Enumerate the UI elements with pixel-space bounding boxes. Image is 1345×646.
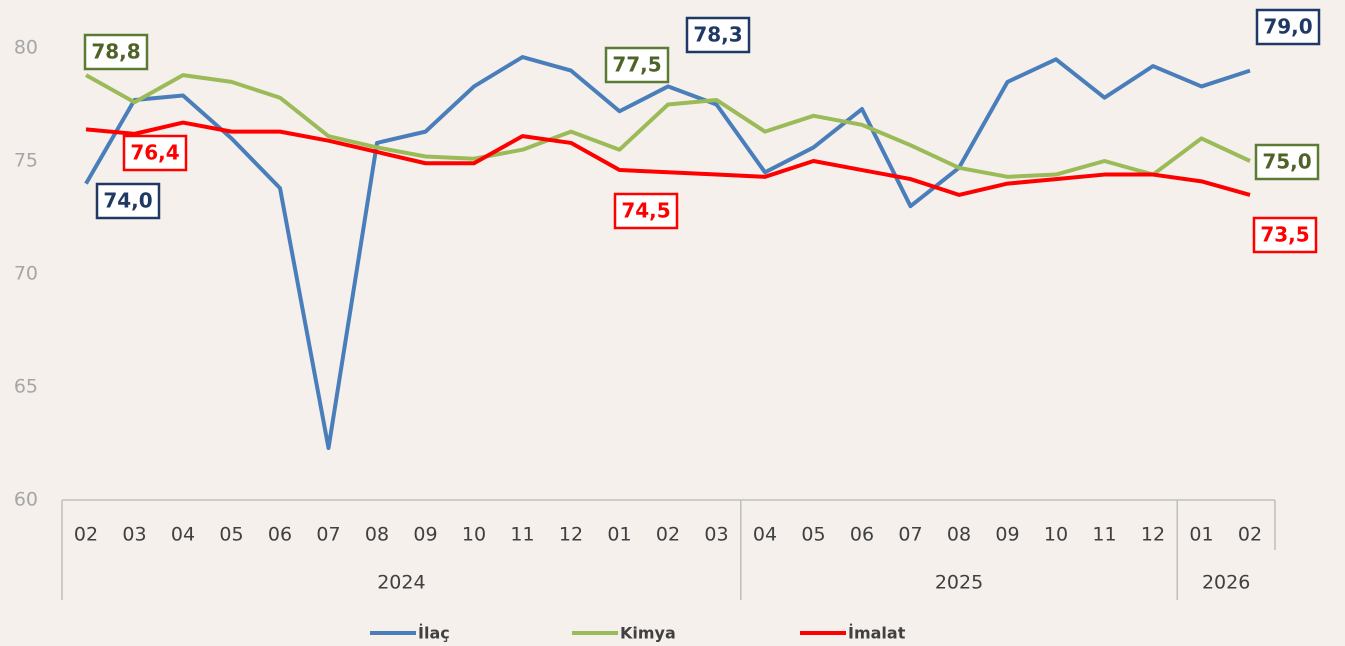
- x-tick-label: 04: [753, 524, 777, 546]
- data-label: 78,3: [693, 23, 742, 47]
- x-tick-label: 03: [122, 524, 146, 546]
- data-label: 73,5: [1260, 223, 1309, 247]
- x-tick-label: 03: [704, 524, 728, 546]
- data-label: 76,4: [130, 141, 179, 165]
- x-tick-label: 12: [1141, 524, 1165, 546]
- x-tick-label: 09: [413, 524, 437, 546]
- x-tick-label: 08: [947, 524, 971, 546]
- x-tick-label: 07: [898, 524, 922, 546]
- group-label: 2026: [1202, 572, 1250, 594]
- data-label-box: [1252, 216, 1318, 254]
- legend-label: İmalat: [848, 624, 906, 643]
- data-label-box: [122, 134, 188, 172]
- x-tick-label: 06: [268, 524, 292, 546]
- y-tick-label: 60: [14, 489, 38, 511]
- data-label-box: [83, 33, 149, 71]
- data-label: 77,5: [612, 53, 661, 77]
- series-line: [84, 55, 1251, 451]
- legend-label: Kimya: [620, 624, 676, 643]
- series-line: [85, 73, 1251, 179]
- data-label: 75,0: [1262, 150, 1311, 174]
- y-tick-label: 65: [14, 376, 38, 398]
- data-label-box: [95, 182, 161, 220]
- series-line: [85, 120, 1251, 197]
- x-tick-label: 10: [1044, 524, 1068, 546]
- group-label: 2024: [377, 572, 425, 594]
- data-label: 78,8: [91, 40, 140, 64]
- data-label: 74,0: [103, 189, 152, 213]
- x-tick-label: 05: [219, 524, 243, 546]
- x-tick-label: 07: [316, 524, 340, 546]
- x-tick-label: 11: [510, 524, 534, 546]
- x-tick-label: 10: [462, 524, 486, 546]
- x-tick-label: 02: [656, 524, 680, 546]
- x-tick-label: 01: [1189, 524, 1213, 546]
- x-tick-label: 02: [74, 524, 98, 546]
- group-label: 2025: [935, 572, 983, 594]
- x-tick-label: 01: [607, 524, 631, 546]
- y-tick-label: 70: [14, 263, 38, 285]
- data-label: 74,5: [621, 199, 670, 223]
- data-label-box: [604, 46, 670, 84]
- x-tick-label: 02: [1238, 524, 1262, 546]
- data-label-box: [1254, 143, 1320, 181]
- data-label: 79,0: [1263, 15, 1312, 39]
- x-tick-label: 04: [171, 524, 195, 546]
- x-tick-label: 09: [995, 524, 1019, 546]
- data-label-box: [613, 192, 679, 230]
- x-tick-label: 12: [559, 524, 583, 546]
- y-tick-label: 75: [14, 150, 38, 172]
- x-tick-label: 06: [850, 524, 874, 546]
- x-tick-label: 11: [1092, 524, 1116, 546]
- data-label-box: [685, 16, 751, 54]
- y-tick-label: 80: [14, 37, 38, 59]
- legend-label: İlaç: [418, 624, 450, 643]
- x-tick-label: 05: [801, 524, 825, 546]
- x-tick-label: 08: [365, 524, 389, 546]
- data-label-box: [1255, 8, 1321, 46]
